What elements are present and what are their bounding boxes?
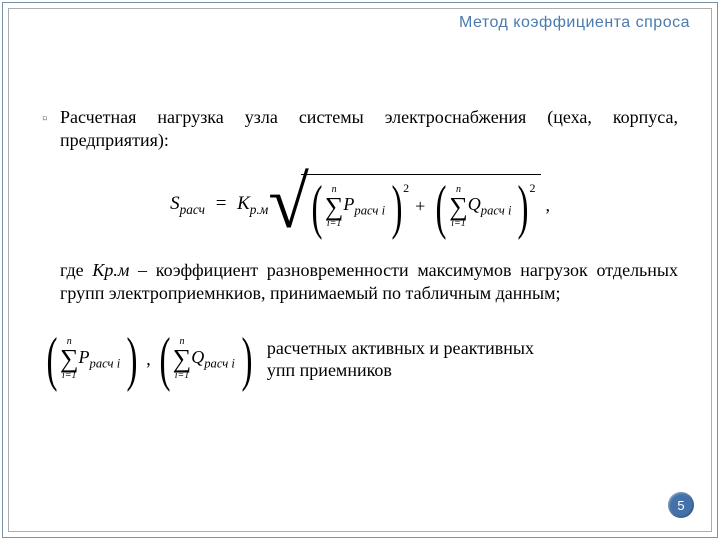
sqrt-body: ( n ∑ i=1 Pрасч i ) 2 + ( n ∑ i: [301, 174, 542, 236]
equals-sign: =: [216, 193, 227, 214]
pair-text-line2: упп приемников: [267, 359, 534, 382]
bullet-item: ▫ Расчетная нагрузка узла системы электр…: [42, 106, 678, 151]
term-Q2: Qрасч i: [189, 346, 237, 372]
definition-para: где Кр.м – коэффициент разновременности …: [60, 259, 678, 304]
content-area: ▫ Расчетная нагрузка узла системы электр…: [42, 106, 678, 388]
para-pre: где: [60, 260, 92, 280]
paren-right-icon: ): [518, 178, 529, 236]
paren-right-icon: ): [127, 330, 138, 388]
paren-left-icon: (: [311, 178, 322, 236]
sqrt-block: √ ( n ∑ i=1 Pрасч i ) 2 + ( n: [268, 173, 541, 237]
term-Q: Qрасч i: [466, 194, 514, 219]
sum-bot: i=1: [327, 219, 342, 229]
trailing-comma: ,: [545, 195, 550, 216]
bullet-marker-icon: ▫: [42, 106, 60, 129]
pair-text-line1: расчетных активных и реактивных: [267, 337, 534, 360]
slide-title: Метод коэффициента спроса: [459, 14, 690, 32]
paren-left-icon: (: [436, 178, 447, 236]
sum-bot: i=1: [62, 371, 77, 381]
para-rest: – коэффициент разновременности максимумо…: [60, 260, 678, 303]
sym-S: S: [170, 193, 180, 214]
sym-K: К: [237, 193, 250, 214]
pair-text: расчетных активных и реактивных упп прие…: [267, 337, 534, 382]
formula-main: Sрасч = Кр.м √ ( n ∑ i=1 Pрасч i ) 2 +: [42, 173, 678, 237]
paren-left-icon: (: [159, 330, 170, 388]
sub-rm: р.м: [250, 201, 268, 216]
pair-Q-block: ( n ∑ i=1 Qрасч i ): [155, 330, 257, 388]
plus-sign: +: [415, 196, 425, 217]
formula-pair-row: ( n ∑ i=1 Pрасч i ) , ( n ∑ i=1 Qрасч i …: [42, 330, 678, 388]
term-P2: Pрасч i: [77, 346, 123, 372]
paren-Q-block: ( n ∑ i=1 Qрасч i ): [431, 178, 533, 236]
exponent-2b: 2: [529, 181, 535, 196]
bullet-text: Расчетная нагрузка узла системы электрос…: [60, 106, 678, 151]
sum-bot: i=1: [451, 219, 466, 229]
sqrt-icon: √: [268, 171, 309, 235]
formula-lhs: Sрасч = Кр.м: [170, 193, 268, 218]
para-coef: Кр.м: [92, 260, 129, 280]
formula-pair: ( n ∑ i=1 Pрасч i ) , ( n ∑ i=1 Qрасч i …: [42, 330, 257, 388]
paren-left-icon: (: [46, 330, 57, 388]
exponent-2a: 2: [403, 181, 409, 196]
pair-comma: ,: [146, 348, 151, 371]
pair-P-block: ( n ∑ i=1 Pрасч i ): [42, 330, 142, 388]
paren-right-icon: ): [241, 330, 252, 388]
term-P: Pрасч i: [341, 194, 387, 219]
paren-P-block: ( n ∑ i=1 Pрасч i ): [307, 178, 407, 236]
paren-right-icon: ): [392, 178, 403, 236]
page-number-badge: 5: [668, 492, 694, 518]
sum-bot: i=1: [175, 371, 190, 381]
sub-rasch: расч: [180, 201, 205, 216]
